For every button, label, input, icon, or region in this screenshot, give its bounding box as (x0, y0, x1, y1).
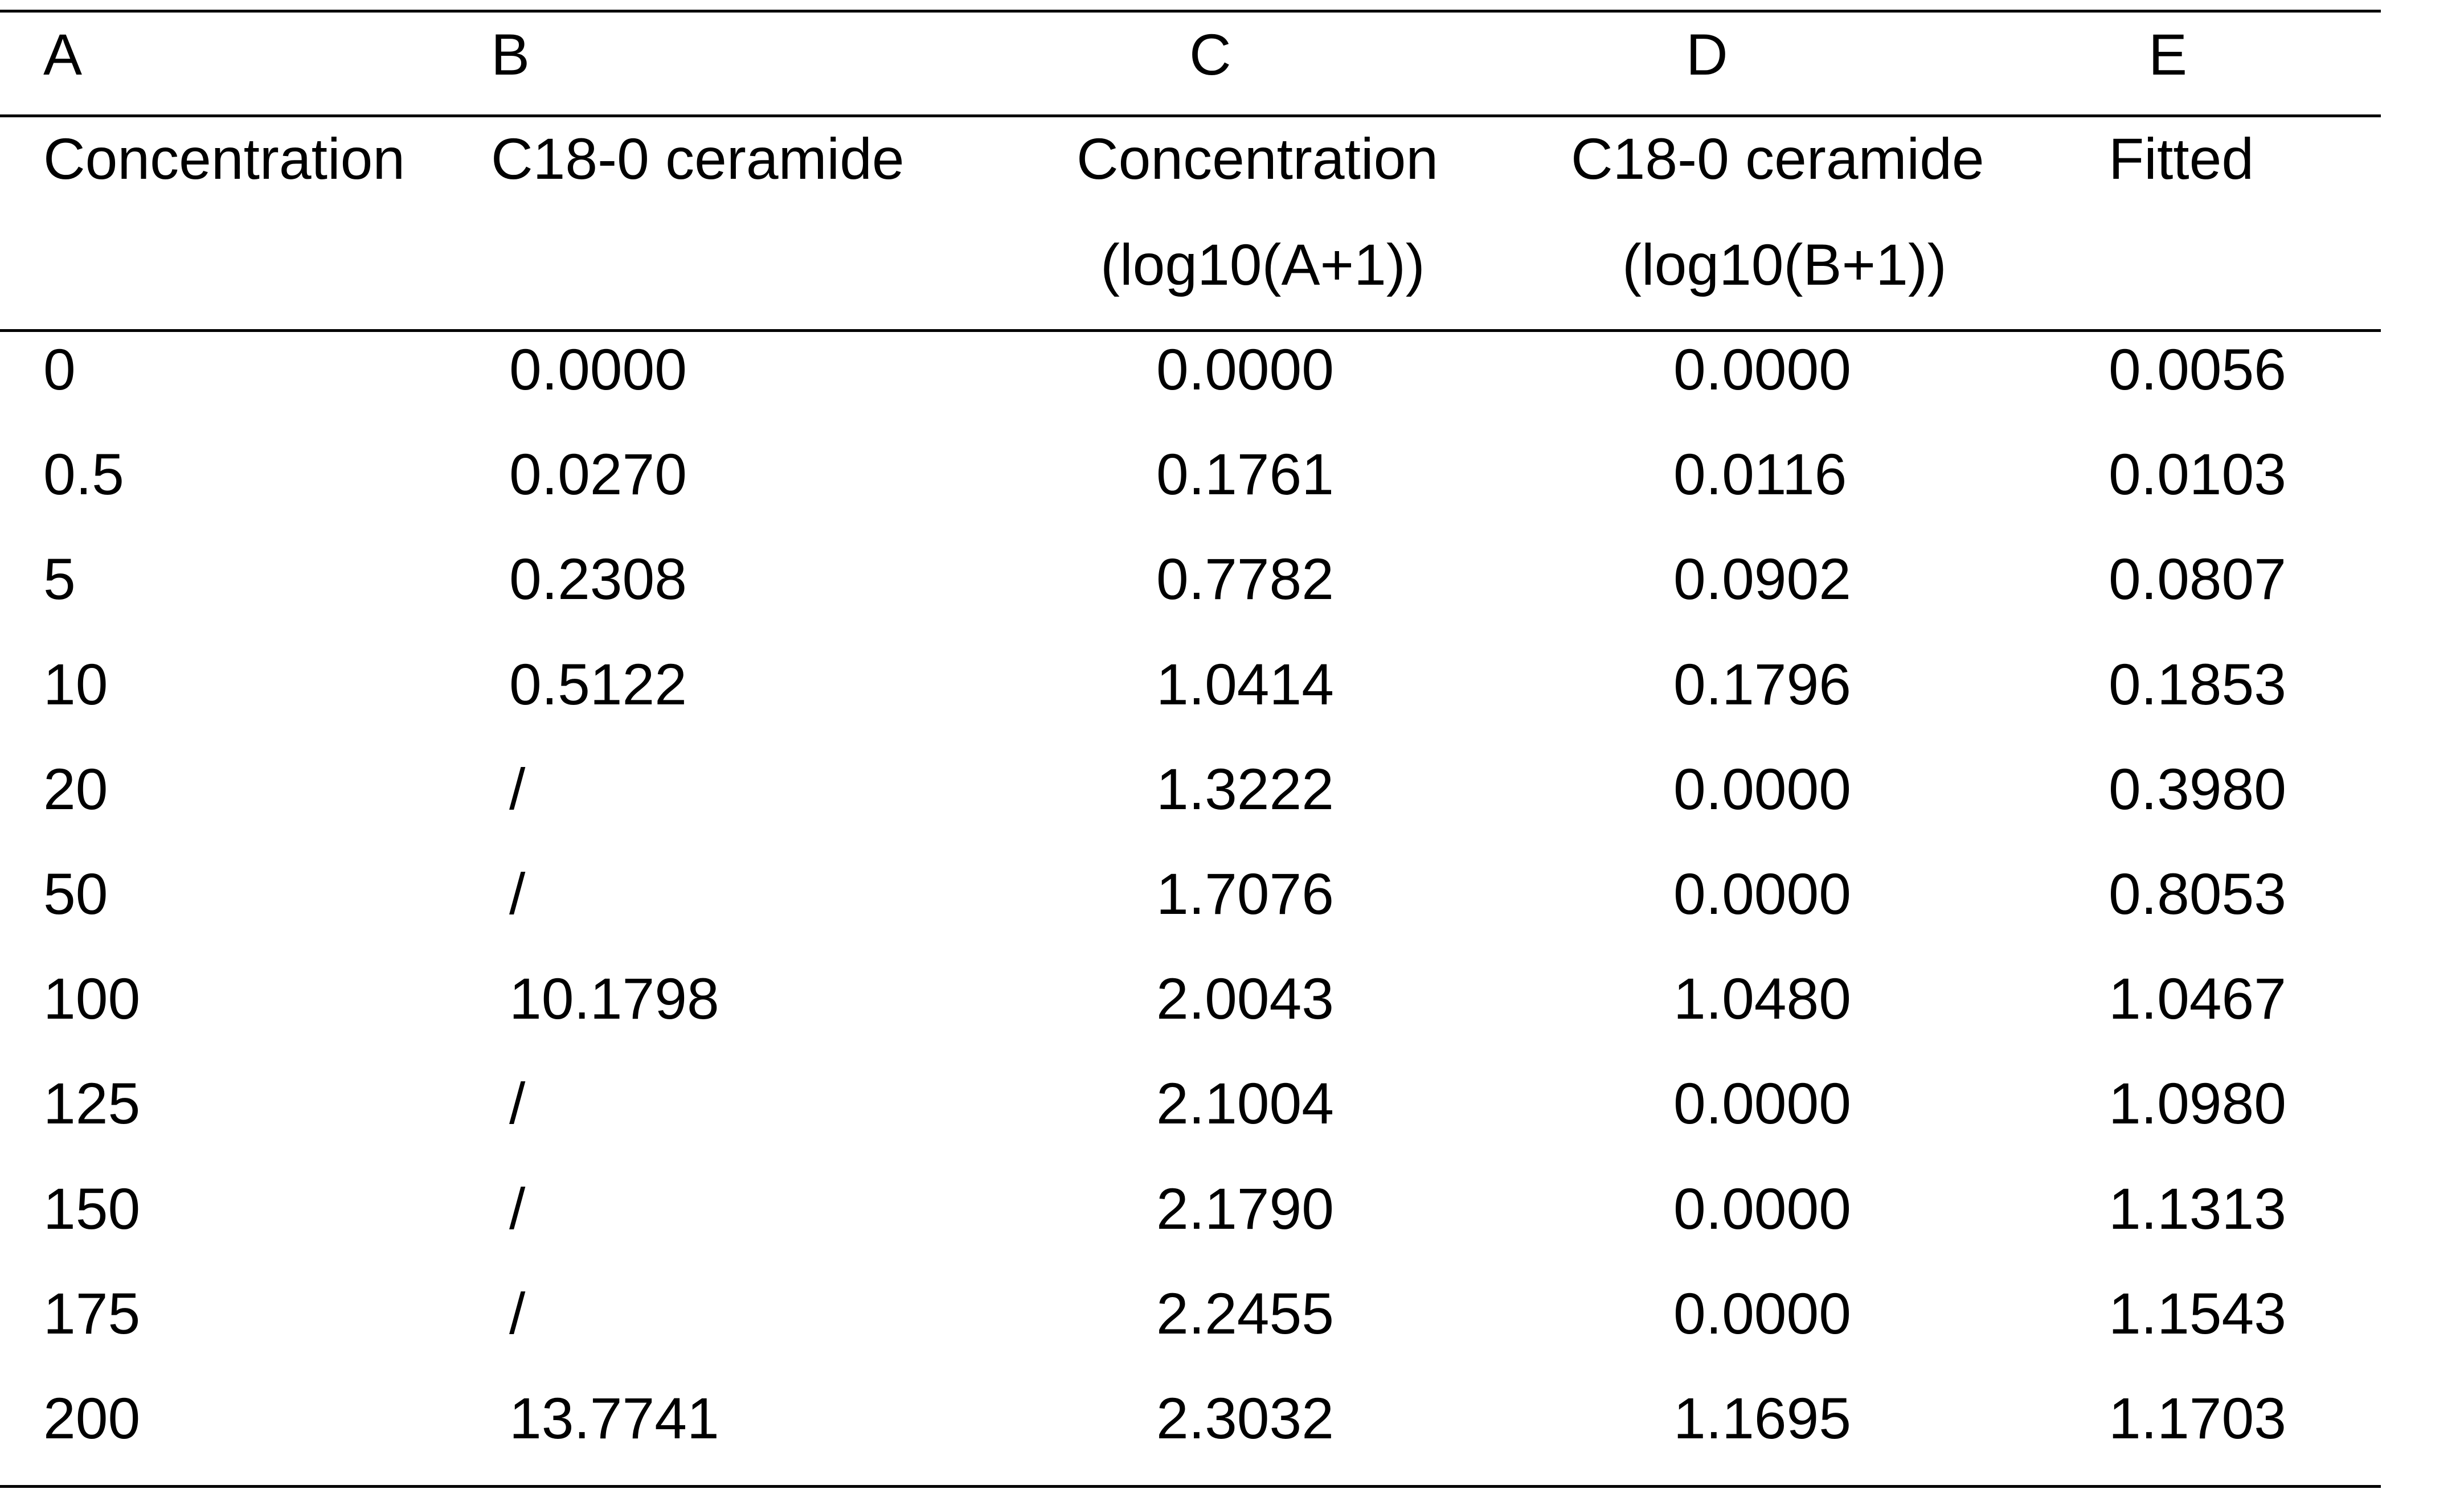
cell-fitted: 0.0056 (2109, 337, 2286, 402)
cell-c18-ceramide: 13.7741 (509, 1386, 719, 1451)
cell-concentration: 150 (43, 1176, 141, 1241)
header-fitted: Fitted (2109, 126, 2254, 191)
cell-concentration: 200 (43, 1386, 141, 1451)
cell-c18-ceramide-log: 0.0000 (1673, 1176, 1851, 1241)
cell-concentration: 125 (43, 1071, 141, 1136)
cell-fitted: 0.8053 (2109, 862, 2286, 926)
cell-fitted: 0.0103 (2109, 442, 2286, 507)
cell-fitted: 0.1853 (2109, 652, 2286, 717)
header-rule (0, 329, 2381, 332)
cell-c18-ceramide-log: 0.0000 (1673, 337, 1851, 402)
letter-row-rule (0, 114, 2381, 117)
cell-concentration-log: 1.0414 (1156, 652, 1334, 717)
cell-c18-ceramide: / (509, 862, 526, 926)
cell-concentration: 100 (43, 966, 141, 1031)
top-rule (0, 10, 2381, 13)
cell-fitted: 0.0807 (2109, 547, 2286, 612)
cell-c18-ceramide: 0.5122 (509, 652, 687, 717)
cell-c18-ceramide: / (509, 1071, 526, 1136)
cell-c18-ceramide: 0.0000 (509, 337, 687, 402)
cell-fitted: 1.0980 (2109, 1071, 2286, 1136)
header-concentration-log: Concentration (1077, 126, 1439, 191)
cell-c18-ceramide-log: 1.0480 (1673, 966, 1851, 1031)
cell-concentration: 10 (43, 652, 108, 717)
column-letter-b: B (491, 22, 530, 87)
cell-fitted: 1.1313 (2109, 1176, 2286, 1241)
cell-concentration: 50 (43, 862, 108, 926)
cell-concentration-log: 1.7076 (1156, 862, 1334, 926)
cell-concentration-log: 2.0043 (1156, 966, 1334, 1031)
cell-concentration-log: 2.1790 (1156, 1176, 1334, 1241)
header-c18-ceramide-log-formula: (log10(B+1)) (1622, 232, 1947, 297)
cell-c18-ceramide-log: 0.0000 (1673, 1071, 1851, 1136)
cell-concentration: 0.5 (43, 442, 124, 507)
cell-c18-ceramide-log: 0.1796 (1673, 652, 1851, 717)
cell-fitted: 1.1543 (2109, 1281, 2286, 1346)
column-letter-c: C (1189, 22, 1231, 87)
cell-c18-ceramide-log: 1.1695 (1673, 1386, 1851, 1451)
cell-concentration-log: 0.0000 (1156, 337, 1334, 402)
cell-concentration-log: 2.1004 (1156, 1071, 1334, 1136)
cell-c18-ceramide: / (509, 757, 526, 822)
cell-concentration: 5 (43, 547, 76, 612)
cell-c18-ceramide: 0.0270 (509, 442, 687, 507)
cell-concentration-log: 2.2455 (1156, 1281, 1334, 1346)
header-c18-ceramide: C18-0 ceramide (491, 126, 904, 191)
cell-concentration-log: 0.1761 (1156, 442, 1334, 507)
cell-c18-ceramide-log: 0.0000 (1673, 862, 1851, 926)
column-letter-d: D (1686, 22, 1728, 87)
cell-c18-ceramide-log: 0.0902 (1673, 547, 1851, 612)
cell-c18-ceramide-log: 0.0000 (1673, 1281, 1851, 1346)
header-concentration: Concentration (43, 126, 406, 191)
header-c18-ceramide-log: C18-0 ceramide (1571, 126, 1984, 191)
cell-concentration-log: 1.3222 (1156, 757, 1334, 822)
cell-fitted: 1.1703 (2109, 1386, 2286, 1451)
cell-concentration: 20 (43, 757, 108, 822)
cell-concentration-log: 2.3032 (1156, 1386, 1334, 1451)
cell-c18-ceramide-log: 0.0116 (1673, 442, 1847, 507)
column-letter-e: E (2148, 22, 2188, 87)
cell-fitted: 1.0467 (2109, 966, 2286, 1031)
cell-concentration: 175 (43, 1281, 141, 1346)
column-letter-a: A (43, 22, 83, 87)
cell-fitted: 0.3980 (2109, 757, 2286, 822)
bottom-rule (0, 1485, 2381, 1488)
cell-c18-ceramide: / (509, 1176, 526, 1241)
cell-c18-ceramide: 0.2308 (509, 547, 687, 612)
cell-concentration: 0 (43, 337, 76, 402)
cell-concentration-log: 0.7782 (1156, 547, 1334, 612)
cell-c18-ceramide: / (509, 1281, 526, 1346)
cell-c18-ceramide-log: 0.0000 (1673, 757, 1851, 822)
header-concentration-log-formula: (log10(A+1)) (1100, 232, 1425, 297)
cell-c18-ceramide: 10.1798 (509, 966, 719, 1031)
